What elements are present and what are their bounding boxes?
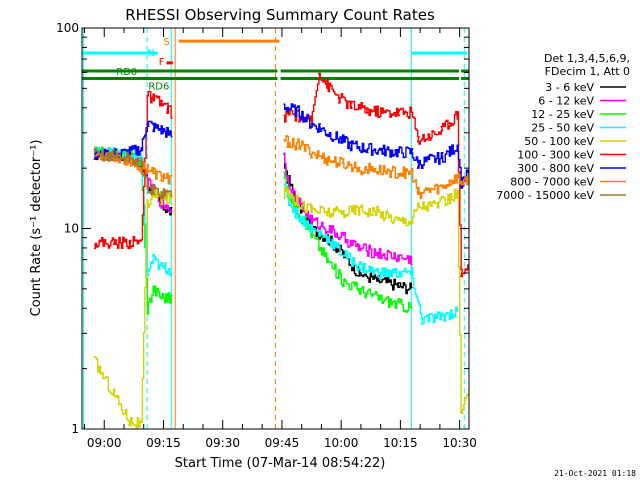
- x-axis: 09:00 09:15 09:30 09:45 10:00 10:15 10:30: [83, 28, 477, 450]
- legend-header: FDecim 1, Att 0: [545, 65, 630, 78]
- y-tick-label: 100: [56, 21, 79, 35]
- chart-title: RHESSI Observing Summary Count Rates: [125, 6, 435, 24]
- series-line-7: [93, 135, 469, 200]
- x-tick-label: 09:30: [205, 436, 240, 450]
- y-tick-label: 1: [71, 422, 79, 436]
- series-line-4: [93, 186, 469, 429]
- x-tick-label: 09:45: [265, 436, 300, 450]
- y-tick-label: 10: [64, 222, 79, 236]
- x-tick-label: 10:15: [383, 436, 418, 450]
- legend: Det 1,3,4,5,6,9,FDecim 1, Att 0 3 - 6 keV…: [496, 52, 630, 202]
- flag-label-n: N: [147, 48, 154, 59]
- legend-header: Det 1,3,4,5,6,9,: [544, 52, 630, 65]
- legend-entry-label: 12 - 25 keV: [531, 108, 594, 121]
- x-tick-label: 10:30: [442, 436, 477, 450]
- series-line-8: [93, 148, 173, 200]
- plot-area: [82, 28, 469, 429]
- x-tick-label: 09:00: [87, 436, 122, 450]
- legend-entry-label: 50 - 100 keV: [524, 135, 594, 148]
- legend-entry-label: 3 - 6 keV: [545, 81, 594, 94]
- flag-label-s: S: [163, 37, 169, 48]
- flag-label-f: F: [159, 57, 165, 68]
- legend-entry-label: 7000 - 15000 keV: [496, 189, 594, 202]
- timestamp: 21-Oct-2021 01:18: [554, 469, 636, 478]
- y-axis: 1 10 100: [56, 21, 469, 436]
- y-axis-label: Count Rate (s⁻¹ detector⁻¹): [29, 140, 44, 317]
- series-line-5: [93, 72, 469, 278]
- x-tick-label: 10:00: [324, 436, 359, 450]
- legend-entry-label: 800 - 7000 keV: [510, 176, 594, 189]
- x-axis-label: Start Time (07-Mar-14 08:54:22): [175, 456, 386, 471]
- legend-entry-label: 6 - 12 keV: [538, 95, 594, 108]
- legend-entry-label: 25 - 50 keV: [531, 122, 594, 135]
- x-tick-label: 09:15: [146, 436, 181, 450]
- legend-entry-label: 100 - 300 keV: [517, 149, 594, 162]
- legend-entry-label: 300 - 800 keV: [517, 162, 594, 175]
- flag-label-rd6: RD6: [148, 81, 169, 92]
- flag-label-rd0: RD0: [116, 67, 137, 78]
